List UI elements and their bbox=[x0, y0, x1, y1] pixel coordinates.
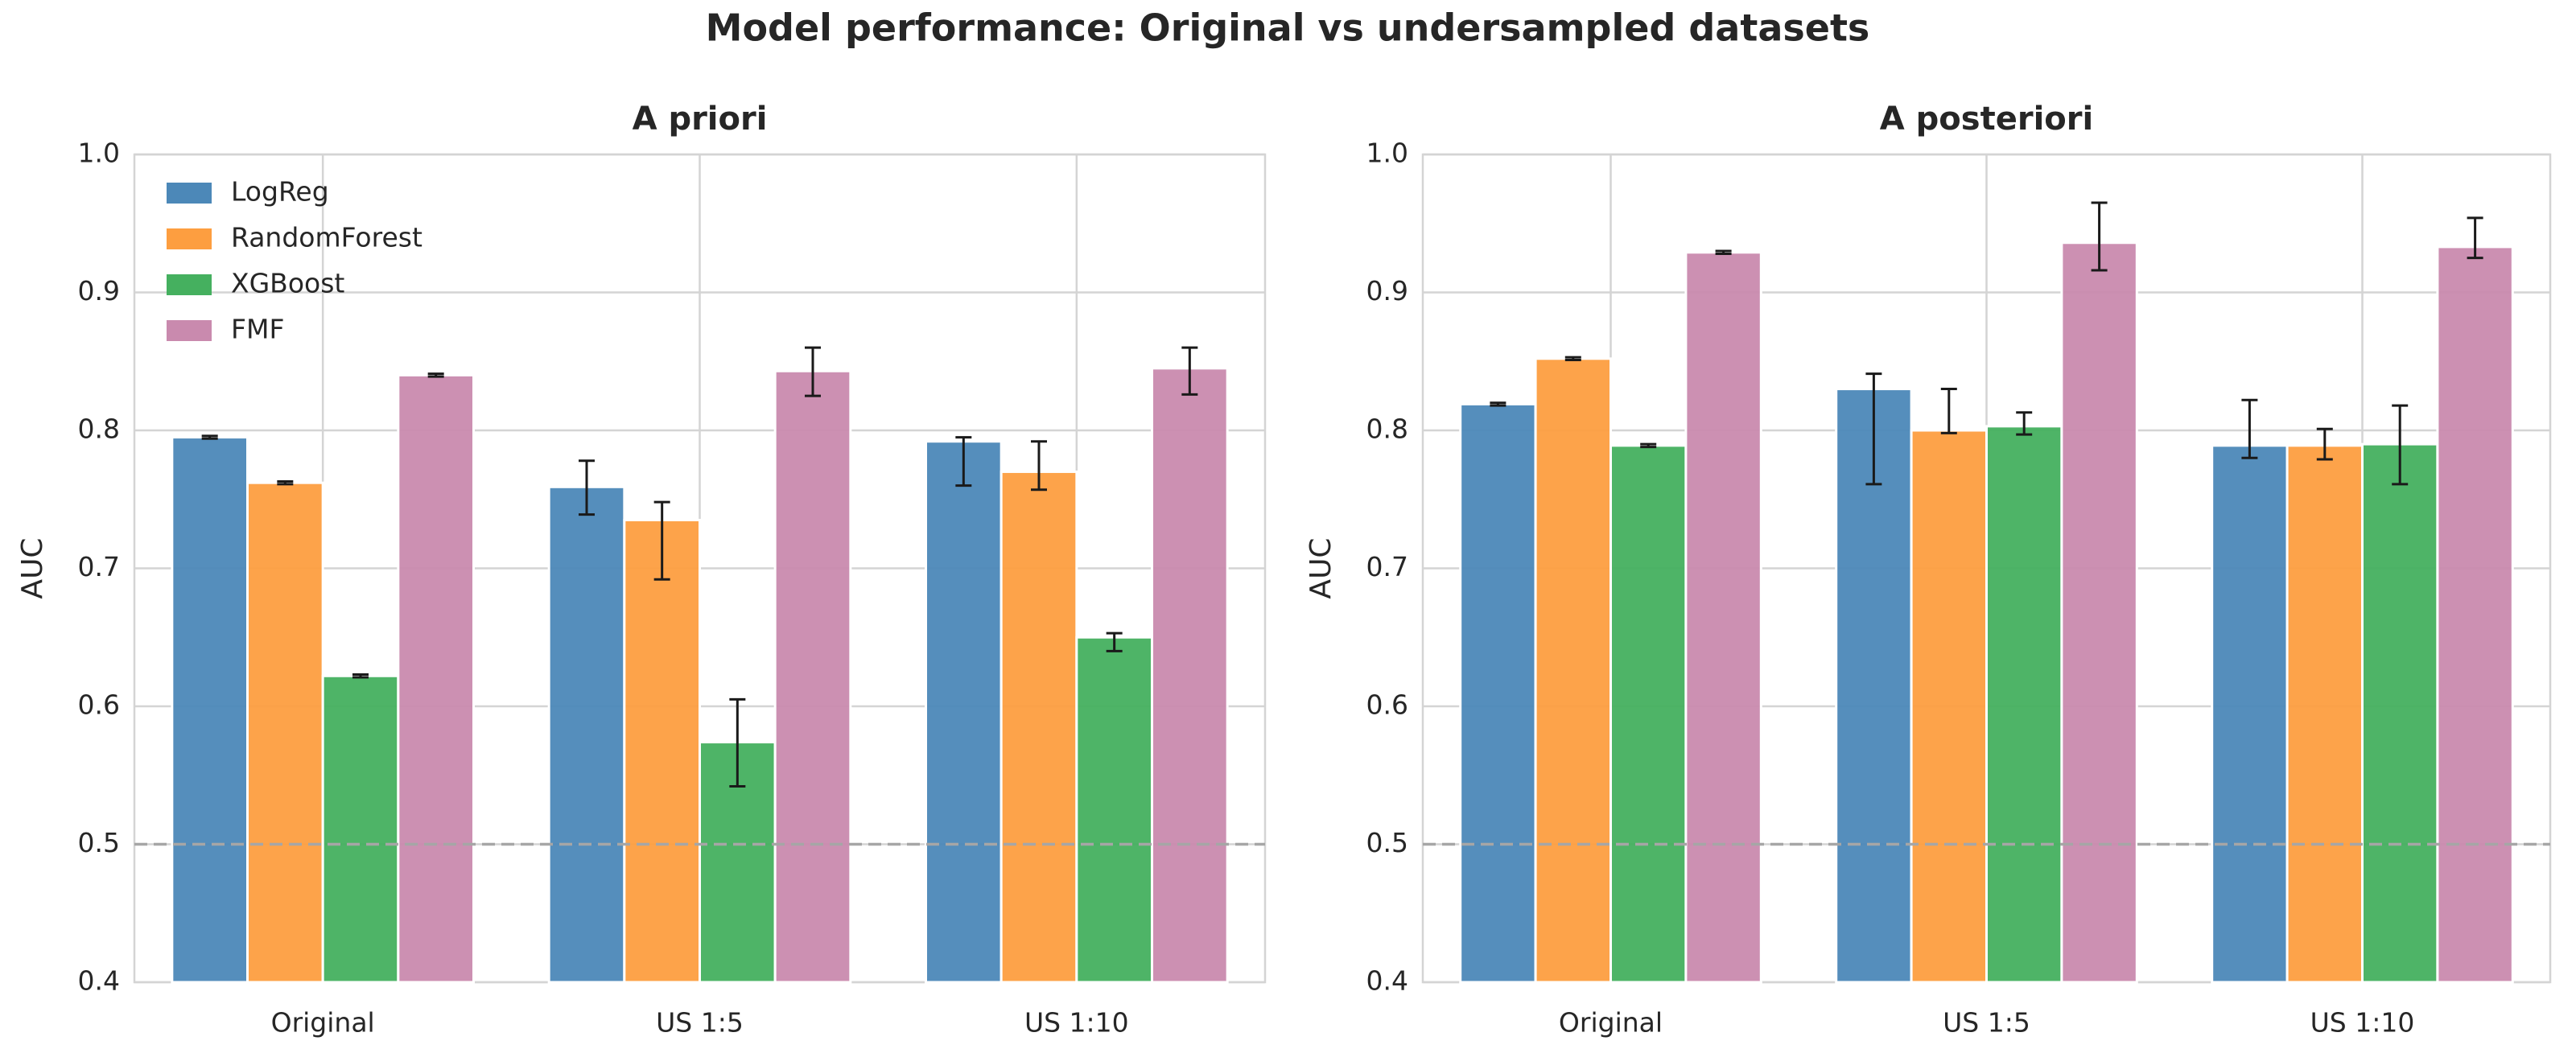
bar bbox=[1910, 429, 1989, 984]
y-axis-label: AUC bbox=[1304, 537, 1337, 598]
y-tick-label: 0.6 bbox=[1366, 689, 1408, 721]
legend-swatch bbox=[167, 183, 212, 204]
bar bbox=[1985, 425, 2063, 984]
y-tick-label: 0.7 bbox=[1366, 551, 1408, 582]
legend-label: LogReg bbox=[231, 176, 329, 208]
y-axis-label: AUC bbox=[16, 537, 49, 598]
x-tick-label: US 1:5 bbox=[656, 1007, 744, 1039]
x-tick-label: US 1:10 bbox=[2310, 1007, 2415, 1039]
x-tick-label: Original bbox=[1559, 1007, 1663, 1039]
bar bbox=[623, 518, 701, 984]
legend-label: XGBoost bbox=[231, 268, 344, 299]
y-tick-label: 0.4 bbox=[78, 965, 120, 997]
bar bbox=[999, 470, 1078, 984]
subplot-title: A priori bbox=[633, 101, 768, 138]
bar bbox=[246, 481, 324, 984]
bar bbox=[397, 373, 476, 984]
y-tick-label: 0.9 bbox=[78, 275, 120, 306]
bar bbox=[1684, 251, 1762, 984]
legend-label: RandomForest bbox=[231, 222, 422, 253]
x-tick-label: US 1:5 bbox=[1943, 1007, 2030, 1039]
bar bbox=[773, 369, 852, 984]
bar bbox=[1534, 357, 1612, 984]
y-tick-label: 0.7 bbox=[78, 551, 120, 582]
y-tick-label: 0.4 bbox=[1366, 965, 1408, 997]
bar bbox=[2211, 444, 2289, 984]
bar bbox=[2436, 245, 2514, 984]
y-tick-label: 1.0 bbox=[78, 138, 120, 169]
x-tick-label: Original bbox=[271, 1007, 375, 1039]
legend-swatch bbox=[167, 274, 212, 295]
y-tick-label: 1.0 bbox=[1366, 138, 1408, 169]
legend-label: FMF bbox=[231, 314, 284, 345]
bar bbox=[1075, 636, 1154, 984]
figure-title: Model performance: Original vs undersamp… bbox=[706, 6, 1870, 50]
y-tick-label: 0.8 bbox=[78, 413, 120, 445]
bar bbox=[925, 440, 1003, 984]
legend-swatch bbox=[167, 228, 212, 249]
y-tick-label: 0.9 bbox=[1366, 275, 1408, 306]
bar bbox=[1609, 444, 1688, 984]
bar bbox=[321, 674, 400, 984]
bar bbox=[2060, 241, 2138, 984]
x-tick-label: US 1:10 bbox=[1024, 1007, 1129, 1039]
y-tick-label: 0.6 bbox=[78, 689, 120, 721]
legend-swatch bbox=[167, 320, 212, 341]
y-tick-label: 0.5 bbox=[1366, 827, 1408, 858]
subplot-title: A posteriori bbox=[1880, 101, 2093, 138]
bar bbox=[1151, 367, 1229, 984]
y-tick-label: 0.5 bbox=[78, 827, 120, 858]
bar bbox=[2285, 444, 2364, 984]
y-tick-label: 0.8 bbox=[1366, 413, 1408, 445]
bar bbox=[1459, 402, 1537, 984]
bar bbox=[2361, 442, 2439, 984]
bar bbox=[547, 485, 626, 984]
bar bbox=[171, 436, 249, 984]
